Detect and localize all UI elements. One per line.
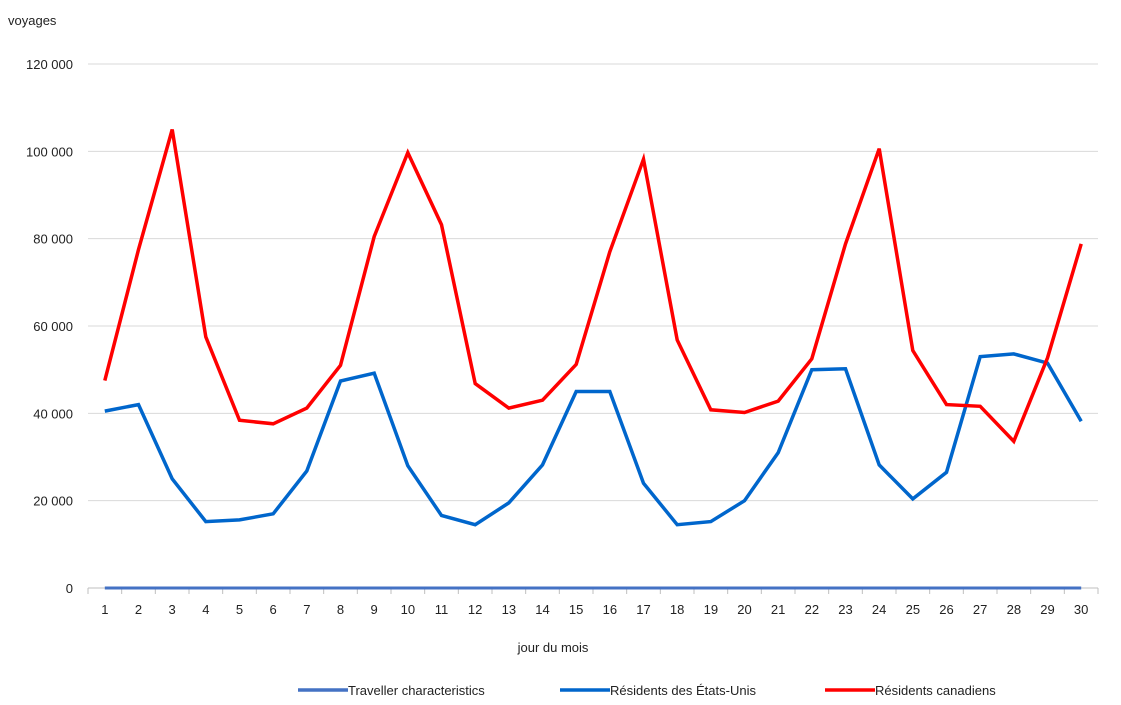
legend-label: Traveller characteristics — [348, 683, 485, 698]
x-tick-label: 20 — [737, 602, 751, 617]
x-axis-label: jour du mois — [517, 640, 589, 655]
x-tick-label: 8 — [337, 602, 344, 617]
x-tick-label: 25 — [906, 602, 920, 617]
x-tick-label: 11 — [435, 602, 449, 617]
series-line-2 — [104, 352, 1083, 527]
x-tick-label: 12 — [468, 602, 482, 617]
x-tick-label: 7 — [303, 602, 310, 617]
legend: Traveller characteristics Résidents des É… — [298, 683, 996, 698]
y-tick-label: 100 000 — [26, 144, 73, 159]
gridlines — [88, 63, 1098, 502]
x-tick-label: 30 — [1074, 602, 1088, 617]
y-tick-label: 40 000 — [33, 406, 73, 421]
series-lines — [103, 129, 1083, 590]
x-tick-label: 4 — [202, 602, 209, 617]
y-tick-label: 60 000 — [33, 319, 73, 334]
x-tick-label: 15 — [569, 602, 583, 617]
x-tick-label: 29 — [1040, 602, 1054, 617]
y-axis-label: voyages — [8, 13, 57, 28]
x-tick-label: 28 — [1007, 602, 1021, 617]
y-tick-label: 20 000 — [33, 494, 73, 509]
y-tick-label: 80 000 — [33, 232, 73, 247]
x-tick-label: 24 — [872, 602, 886, 617]
x-tick-label: 22 — [805, 602, 819, 617]
x-tick-label: 18 — [670, 602, 684, 617]
x-tick-label: 27 — [973, 602, 987, 617]
x-tick-label: 5 — [236, 602, 243, 617]
y-tick-label: 120 000 — [26, 57, 73, 72]
x-tick-label: 10 — [401, 602, 415, 617]
x-tick-label: 23 — [838, 602, 852, 617]
x-tick-label: 9 — [371, 602, 378, 617]
x-tick-label: 1 — [101, 602, 108, 617]
x-tick-label: 21 — [771, 602, 785, 617]
series-line-3 — [103, 129, 1083, 445]
legend-label: Résidents des États-Unis — [610, 683, 756, 698]
x-tick-label: 6 — [270, 602, 277, 617]
x-tick-label: 19 — [704, 602, 718, 617]
x-tick-label: 3 — [169, 602, 176, 617]
y-tick-label: 0 — [66, 581, 73, 596]
x-tick-label: 2 — [135, 602, 142, 617]
legend-label: Résidents canadiens — [875, 683, 996, 698]
x-tick-label: 14 — [535, 602, 549, 617]
x-tick-label: 13 — [502, 602, 516, 617]
x-tick-label: 26 — [939, 602, 953, 617]
x-tick-label: 17 — [636, 602, 650, 617]
axes: 0 20 000 40 000 60 000 80 000 100 000 120 000 1… — [26, 57, 1099, 617]
x-tick-label: 16 — [603, 602, 617, 617]
